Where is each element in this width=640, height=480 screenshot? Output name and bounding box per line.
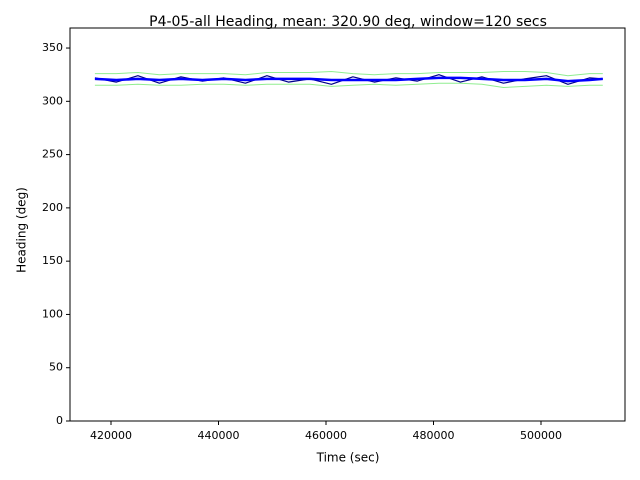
y-axis-label: Heading (deg)	[15, 187, 29, 273]
chart-title: P4-05-all Heading, mean: 320.90 deg, win…	[149, 14, 547, 30]
x-tick-label: 420000	[90, 429, 132, 442]
y-tick-label: 100	[42, 307, 63, 320]
y-tick-label: 250	[42, 148, 63, 161]
x-tick-label: 440000	[198, 429, 240, 442]
y-tick-label: 0	[56, 414, 63, 427]
series-line	[94, 82, 603, 88]
plot-frame	[69, 27, 626, 422]
y-tick-label: 50	[49, 361, 63, 374]
x-tick-label: 500000	[520, 429, 562, 442]
x-axis-label: Time (sec)	[316, 451, 380, 465]
x-tick-label: 460000	[305, 429, 347, 442]
y-tick-label: 150	[42, 254, 63, 267]
y-tick-label: 200	[42, 201, 63, 214]
x-tick-label: 480000	[412, 429, 454, 442]
series-line	[94, 71, 603, 77]
series-line	[94, 76, 603, 83]
y-tick-label: 300	[42, 94, 63, 107]
y-tick-label: 350	[42, 41, 63, 54]
